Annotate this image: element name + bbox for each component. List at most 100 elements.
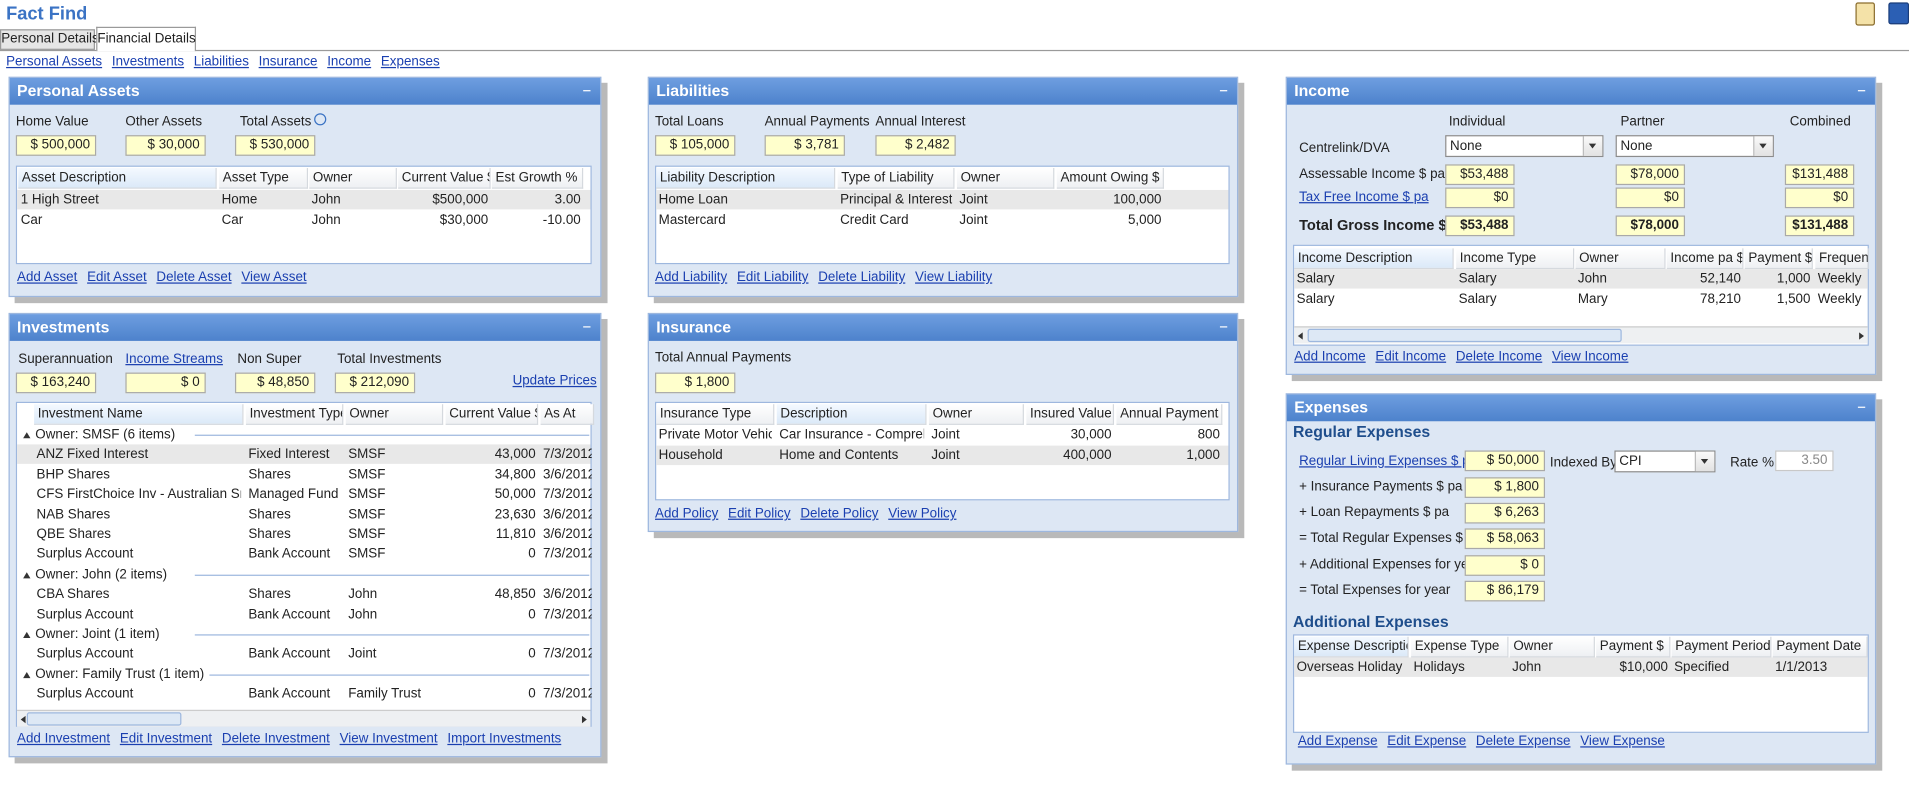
scroll-left[interactable]	[20, 715, 26, 724]
column-header[interactable]: Amount Owing $	[1056, 168, 1164, 189]
action-link[interactable]: Delete Income	[1455, 349, 1543, 365]
scrollbar[interactable]	[1294, 326, 1868, 344]
collapse-button[interactable]	[1857, 406, 1866, 408]
scroll-left[interactable]	[1297, 332, 1303, 340]
group-toggle[interactable]	[23, 631, 31, 638]
collapse-button[interactable]	[583, 90, 591, 92]
action-link[interactable]: Delete Liability	[818, 270, 906, 285]
column-header[interactable]: Frequency	[1815, 248, 1869, 270]
clipboard-icon[interactable]	[1855, 2, 1875, 26]
input-box[interactable]: $0	[1615, 187, 1686, 209]
input-box[interactable]: $ 1,800	[655, 372, 736, 394]
action-link[interactable]: Add Liability	[655, 270, 728, 285]
section-link[interactable]: Liabilities	[193, 54, 249, 70]
input-box[interactable]: $ 500,000	[15, 135, 97, 156]
column-header[interactable]: Annual Payment $	[1116, 404, 1223, 425]
column-header[interactable]: Est Growth %	[491, 168, 584, 189]
column-header[interactable]: Investment Type	[245, 404, 344, 425]
scrollbar[interactable]	[17, 709, 591, 727]
section-link[interactable]: Insurance	[258, 54, 318, 70]
action-link[interactable]: Edit Asset	[87, 270, 147, 285]
dropdown[interactable]: CPI	[1614, 450, 1716, 473]
column-header[interactable]: Insured Value $	[1026, 404, 1115, 425]
column-header[interactable]: Owner	[928, 404, 1024, 425]
collapse-button[interactable]	[1219, 90, 1228, 92]
group-toggle[interactable]	[23, 571, 31, 579]
input-box[interactable]: $ 6,263	[1464, 503, 1546, 524]
action-link[interactable]: Delete Asset	[156, 270, 232, 285]
column-header[interactable]: Owner	[956, 168, 1055, 189]
column-header[interactable]: Description	[776, 404, 927, 425]
action-link[interactable]: Delete Policy	[800, 506, 879, 522]
scroll-right[interactable]	[1859, 332, 1864, 340]
column-header[interactable]: Current Value $	[398, 168, 491, 189]
action-link[interactable]: Add Expense	[1297, 734, 1378, 749]
input-box[interactable]: $ 1,800	[1464, 477, 1546, 498]
scroll-thumb[interactable]	[1307, 328, 1622, 343]
action-link[interactable]: View Liability	[915, 270, 993, 285]
field-label[interactable]: Income Streams	[125, 351, 223, 367]
input-box[interactable]: $53,488	[1445, 215, 1515, 237]
input-box[interactable]: $0	[1784, 187, 1855, 209]
action-link[interactable]: Delete Expense	[1475, 734, 1571, 749]
action-link[interactable]: View Policy	[888, 506, 957, 522]
action-link[interactable]: Edit Expense	[1387, 734, 1467, 749]
input-box[interactable]: $ 105,000	[655, 135, 736, 156]
tab[interactable]: Financial Details	[96, 26, 197, 52]
column-header[interactable]: Expense Description	[1294, 636, 1409, 658]
dropdown[interactable]: None	[1445, 135, 1604, 158]
section-link[interactable]: Investments	[111, 54, 185, 70]
action-link[interactable]: View Expense	[1580, 734, 1665, 749]
input-box[interactable]: $78,000	[1615, 215, 1686, 237]
column-header[interactable]: Current Value $	[445, 404, 539, 425]
action-link[interactable]: Delete Investment	[221, 731, 330, 747]
column-header[interactable]: Insurance Type	[656, 404, 775, 425]
action-link[interactable]: View Income	[1551, 349, 1629, 365]
action-link[interactable]: Add Income	[1294, 349, 1366, 365]
column-header[interactable]: Asset Description	[18, 168, 217, 189]
scroll-thumb[interactable]	[26, 712, 182, 726]
input-box[interactable]: $131,488	[1784, 215, 1855, 237]
section-link[interactable]: Personal Assets	[6, 54, 103, 70]
input-box[interactable]: $131,488	[1784, 164, 1855, 186]
input-box[interactable]: $ 2,482	[875, 135, 956, 156]
update-prices-link[interactable]: Update Prices	[512, 373, 597, 389]
tab[interactable]: Personal Details	[0, 29, 99, 50]
action-link[interactable]: Edit Liability	[736, 270, 809, 285]
action-link[interactable]: Import Investments	[447, 731, 562, 747]
input-box[interactable]: $ 48,850	[234, 372, 316, 394]
action-link[interactable]: Add Policy	[655, 506, 719, 522]
input-box[interactable]: 3.50	[1775, 450, 1834, 472]
column-header[interactable]: Payment $	[1596, 636, 1671, 658]
input-box[interactable]: $ 86,179	[1464, 580, 1546, 602]
column-header[interactable]: Expense Type	[1411, 636, 1509, 658]
section-link[interactable]: Expenses	[380, 54, 440, 70]
column-header[interactable]: Type of Liability	[837, 168, 955, 189]
column-header[interactable]: Payment Date	[1772, 636, 1868, 658]
collapse-button[interactable]	[583, 326, 591, 328]
action-link[interactable]: Add Investment	[17, 731, 111, 747]
input-box[interactable]: $0	[1445, 187, 1515, 209]
column-header[interactable]: As At	[540, 404, 595, 425]
group-toggle[interactable]	[23, 671, 31, 678]
action-link[interactable]: Edit Income	[1375, 349, 1447, 365]
input-box[interactable]: $ 163,240	[15, 372, 97, 394]
word-export-icon[interactable]	[1888, 2, 1909, 25]
input-box[interactable]: $78,000	[1615, 164, 1686, 186]
column-header[interactable]: Owner	[345, 404, 444, 425]
column-header[interactable]: Asset Type	[219, 168, 309, 189]
action-link[interactable]: Add Asset	[17, 270, 78, 285]
column-header[interactable]: Income Type	[1456, 248, 1575, 270]
collapse-button[interactable]	[1219, 326, 1228, 328]
column-header[interactable]: Liability Description	[656, 168, 836, 189]
column-header[interactable]: Payment $	[1744, 248, 1813, 270]
column-header[interactable]: Investment Name	[34, 404, 244, 425]
field-label[interactable]: Tax Free Income $ pa	[1299, 189, 1429, 205]
input-box[interactable]: $53,488	[1445, 164, 1515, 186]
input-box[interactable]: $ 58,063	[1464, 528, 1546, 550]
input-box[interactable]: $ 3,781	[764, 135, 845, 156]
dropdown[interactable]: None	[1615, 135, 1774, 158]
column-header[interactable]: Income Description	[1294, 248, 1454, 270]
column-header[interactable]: Payment Period	[1671, 636, 1772, 658]
section-link[interactable]: Income	[327, 54, 372, 70]
